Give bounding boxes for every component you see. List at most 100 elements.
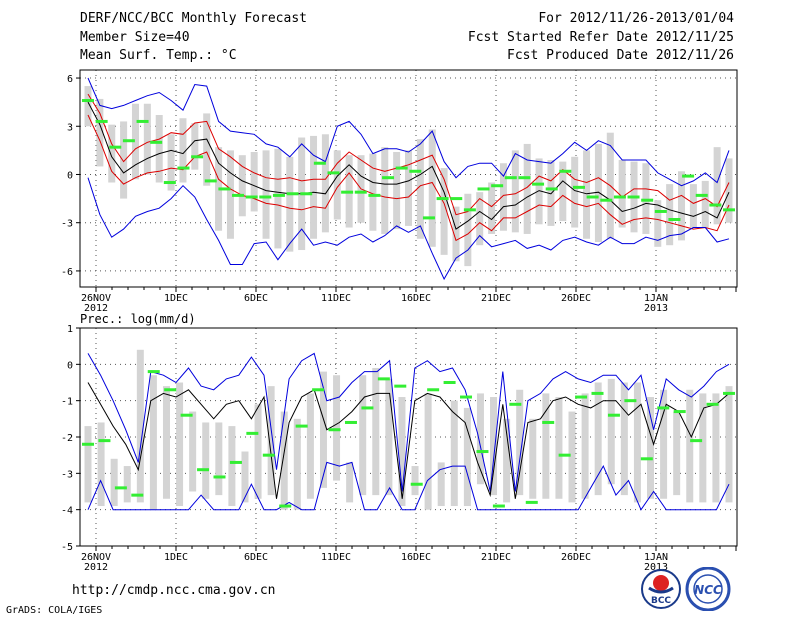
x-tick-label: 11DEC <box>321 293 351 304</box>
ensemble-box <box>568 411 576 503</box>
x-tick-label: 1JAN <box>644 293 668 304</box>
ensemble-box <box>488 182 496 234</box>
x-tick-label: 26DEC <box>561 552 591 563</box>
ensemble-box <box>725 386 733 503</box>
x-tick-label: 6DEC <box>244 552 268 563</box>
ensemble-box <box>633 382 641 503</box>
y-tick-label: 0 <box>67 170 73 181</box>
ensemble-box <box>238 155 246 217</box>
y-tick-label: -3 <box>61 469 73 480</box>
y-tick-label: 3 <box>67 122 73 133</box>
ensemble-box <box>450 400 458 507</box>
ensemble-box <box>162 386 170 499</box>
ensemble-box <box>620 382 628 496</box>
x-tick-label: 16DEC <box>401 293 431 304</box>
ensemble-box <box>372 367 380 496</box>
ensemble-box <box>411 466 419 496</box>
x-tick-label: 26DEC <box>561 293 591 304</box>
chart-title: DERF/NCC/BCC Monthly Forecast <box>80 11 307 26</box>
ensemble-box <box>666 184 674 246</box>
fcst-start-date-label: Fcst Started Refer Date 2012/11/25 <box>467 30 734 45</box>
variable-label: Mean Surf. Temp.: °C <box>80 48 237 63</box>
x-tick-label: 26NOV <box>81 293 111 304</box>
ensemble-box <box>189 411 197 492</box>
ensemble-box <box>416 139 424 239</box>
ensemble-box <box>689 184 697 228</box>
ensemble-box <box>267 386 275 496</box>
ensemble-box <box>594 382 602 496</box>
x-tick-year-label: 2012 <box>84 562 108 573</box>
x-tick-label: 11DEC <box>321 552 351 563</box>
ensemble-box <box>660 389 668 499</box>
ensemble-box <box>321 134 329 233</box>
x-tick-label: 26NOV <box>81 552 111 563</box>
source-url[interactable]: http://cmdp.ncc.cma.gov.cn <box>72 583 276 598</box>
x-tick-label: 21DEC <box>481 293 511 304</box>
ensemble-box <box>203 113 211 186</box>
ensemble-box <box>516 389 524 496</box>
x-tick-year-label: 2013 <box>644 303 668 314</box>
ensemble-box <box>476 393 484 485</box>
ensemble-box <box>701 180 709 228</box>
series-ensemble-mean <box>87 101 730 230</box>
ensemble-box <box>228 426 236 507</box>
ensemble-box <box>393 151 401 230</box>
grads-credit: GrADS: COLA/IGES <box>6 605 103 616</box>
ensemble-box <box>571 156 579 228</box>
bcc-logo-text: BCC <box>651 596 671 606</box>
ensemble-box <box>96 98 104 167</box>
member-size-label: Member Size=40 <box>80 30 190 45</box>
ensemble-box <box>464 193 472 267</box>
ensemble-box <box>310 135 318 239</box>
ensemble-box <box>440 168 448 255</box>
ensemble-box <box>381 147 389 234</box>
series-ensemble-min <box>87 177 730 281</box>
ensemble-box <box>647 397 655 499</box>
y-tick-label: -4 <box>61 506 73 517</box>
ensemble-box <box>542 393 550 499</box>
ensemble-box <box>678 171 686 241</box>
ensemble-box <box>686 389 694 503</box>
ensemble-box <box>594 143 602 242</box>
ensemble-box <box>581 393 589 499</box>
ensemble-box <box>333 375 341 481</box>
ensemble-box <box>405 150 412 226</box>
forecast-period-label: For 2012/11/26-2013/01/04 <box>538 11 734 26</box>
ensemble-box <box>437 462 445 507</box>
ensemble-box <box>319 371 327 488</box>
y-tick-label: -6 <box>61 267 73 278</box>
y-tick-label: 1 <box>67 324 73 335</box>
y-tick-label: -3 <box>61 219 73 230</box>
ensemble-box <box>618 160 626 228</box>
precip-panel-title: Prec.: log(mm/d) <box>80 312 196 326</box>
ensemble-box <box>499 163 507 231</box>
panel-precipitation: -5 -4 -3 -2 -1 0 1 26NOV 1DEC 6DEC 11DEC 16DEC 21DEC… <box>61 324 738 573</box>
ensemble-box <box>293 418 301 510</box>
series-ensemble-max <box>87 352 730 492</box>
ensemble-box <box>226 150 234 239</box>
ensemble-box <box>167 134 175 191</box>
x-tick-label: 6DEC <box>244 293 268 304</box>
ensemble-box <box>143 103 151 175</box>
ensemble-box <box>511 150 519 233</box>
bcc-logo: BCC <box>640 568 682 610</box>
ensemble-box <box>559 161 567 222</box>
ensemble-box <box>131 103 139 180</box>
x-tick-year-label: 2012 <box>84 303 108 314</box>
x-tick-label: 16DEC <box>401 552 431 563</box>
ensemble-box <box>262 150 270 239</box>
ensemble-box <box>699 393 707 503</box>
ensemble-box <box>725 158 733 223</box>
ensemble-box <box>215 422 223 496</box>
ncc-logo-text: NCC <box>694 583 722 597</box>
ensemble-box <box>503 418 511 503</box>
ensemble-box <box>369 153 377 231</box>
ensemble-box <box>452 206 460 262</box>
y-tick-label: -1 <box>61 397 73 408</box>
y-tick-label: 6 <box>67 74 73 85</box>
ensemble-box <box>202 422 210 499</box>
ensemble-box <box>254 404 262 499</box>
ensemble-box <box>110 458 118 507</box>
x-tick-label: 1JAN <box>644 552 668 563</box>
ensemble-box <box>529 418 537 499</box>
